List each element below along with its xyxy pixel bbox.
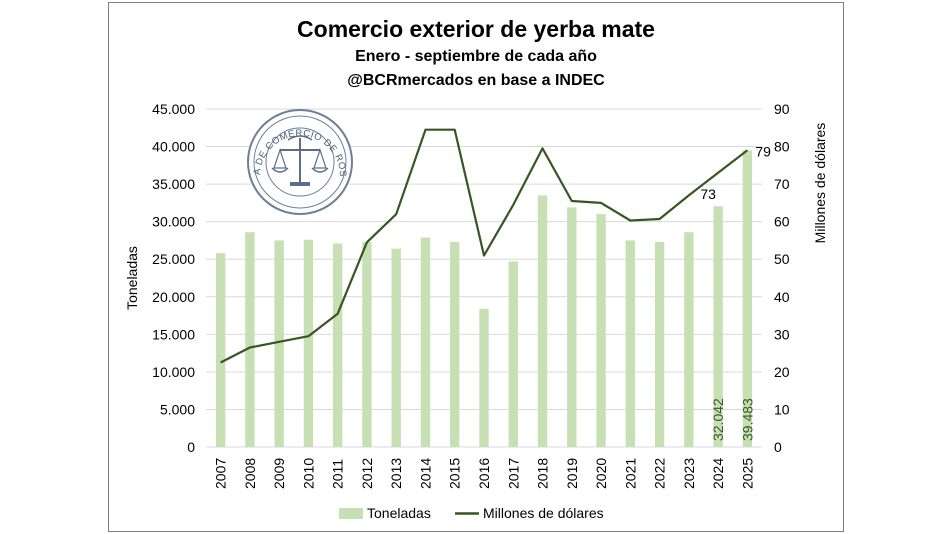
y-axis-left: 0 5.000 10.000 15.000 20.000 25.000 30.000 35.0… xyxy=(152,101,195,455)
x-tick-label-2012: 2012 xyxy=(359,458,375,489)
bar-2011 xyxy=(333,243,343,447)
bar-2019 xyxy=(567,207,577,447)
bar-data-label-2024: 32.042 xyxy=(710,398,726,441)
y-tick-label: 15.000 xyxy=(152,326,195,342)
bar-2010 xyxy=(303,239,314,447)
y2-tick-label: 60 xyxy=(774,214,790,230)
bar-2020 xyxy=(596,214,606,447)
y2-tick-label: 40 xyxy=(774,289,790,305)
legend-swatch-toneladas xyxy=(339,508,363,519)
y2-tick-label: 80 xyxy=(774,139,790,155)
bar-2021 xyxy=(625,240,635,447)
x-tick-label-2014: 2014 xyxy=(417,458,433,489)
x-axis: 2007 2008 2009 2010 2011 2012 2013 2014 2015 2016… xyxy=(213,458,756,489)
chart-svg: Comercio exterior de yerba mate Enero - … xyxy=(109,3,828,521)
x-tick-label-2017: 2017 xyxy=(505,458,521,489)
chart-subtitle-line-1: Enero - septiembre de cada año xyxy=(355,48,597,65)
x-tick-label-2024: 2024 xyxy=(710,458,726,489)
x-tick-label-2019: 2019 xyxy=(564,458,580,489)
bar-2013 xyxy=(391,248,401,447)
x-tick-label-2025: 2025 xyxy=(739,458,755,489)
x-tick-label-2010: 2010 xyxy=(300,458,316,489)
legend-label-toneladas: Toneladas xyxy=(367,505,431,521)
bar-2022 xyxy=(654,241,665,447)
legend-label-millones: Millones de dólares xyxy=(483,505,604,521)
bar-2009 xyxy=(274,240,284,447)
line-data-label-2024: 73 xyxy=(700,186,716,202)
y2-tick-label: 0 xyxy=(774,439,782,455)
y-tick-label: 35.000 xyxy=(152,176,195,192)
y-axis-title: Toneladas xyxy=(124,246,140,310)
line-data-label-2025: 79 xyxy=(755,143,771,159)
x-tick-label-2011: 2011 xyxy=(330,459,346,489)
x-tick-label-2015: 2015 xyxy=(447,458,463,489)
y-tick-label: 30.000 xyxy=(152,214,195,230)
x-tick-label-2021: 2021 xyxy=(622,458,638,489)
chart-title: Comercio exterior de yerba mate xyxy=(297,16,655,42)
bar-2023 xyxy=(684,232,694,447)
y2-tick-label: 90 xyxy=(774,101,790,117)
bar-2024 xyxy=(713,206,723,447)
y2-axis-title: Millones de dólares xyxy=(812,123,828,244)
x-tick-label-2023: 2023 xyxy=(681,458,697,489)
x-tick-label-2009: 2009 xyxy=(271,458,287,489)
y2-tick-label: 20 xyxy=(774,364,790,380)
bar-2007 xyxy=(215,253,226,447)
y-tick-label: 25.000 xyxy=(152,251,195,267)
x-tick-label-2016: 2016 xyxy=(476,458,492,489)
bar-2015 xyxy=(450,241,460,447)
legend: Toneladas Millones de dólares xyxy=(339,505,604,521)
line-millones-de-dolares xyxy=(220,128,749,364)
x-tick-label-2007: 2007 xyxy=(213,458,229,489)
y-tick-label: 0 xyxy=(187,439,195,455)
data-labels: 32.042 39.483 73 79 xyxy=(700,143,771,441)
grid-lines xyxy=(206,108,762,448)
y-tick-label: 45.000 xyxy=(152,101,195,117)
bar-series-toneladas xyxy=(215,150,753,448)
bar-2012 xyxy=(362,241,372,447)
bar-2008 xyxy=(245,232,255,447)
y2-tick-label: 50 xyxy=(774,251,790,267)
bar-2017 xyxy=(508,261,518,447)
y-tick-label: 10.000 xyxy=(152,364,195,380)
y2-tick-label: 70 xyxy=(774,176,790,192)
chart-frame: Comercio exterior de yerba mate Enero - … xyxy=(108,2,844,532)
bar-data-label-2025: 39.483 xyxy=(739,398,755,441)
x-tick-label-2008: 2008 xyxy=(242,458,258,489)
x-tick-label-2018: 2018 xyxy=(535,458,551,489)
bar-2025 xyxy=(742,150,753,448)
bar-2018 xyxy=(537,195,548,447)
x-tick-label-2022: 2022 xyxy=(652,458,668,489)
y-tick-label: 5.000 xyxy=(160,401,195,417)
y2-tick-label: 10 xyxy=(774,401,790,417)
y-tick-label: 40.000 xyxy=(152,139,195,155)
bar-2014 xyxy=(420,237,431,447)
x-tick-label-2020: 2020 xyxy=(593,458,609,489)
bar-2016 xyxy=(479,308,489,447)
y-tick-label: 20.000 xyxy=(152,289,195,305)
line-series-millones xyxy=(220,128,749,364)
y-axis-right: 0 10 20 30 40 50 60 70 80 90 xyxy=(774,101,790,455)
y2-tick-label: 30 xyxy=(774,326,790,342)
x-tick-label-2013: 2013 xyxy=(388,458,404,489)
chart-subtitle-line-2: @BCRmercados en base a INDEC xyxy=(347,72,605,89)
